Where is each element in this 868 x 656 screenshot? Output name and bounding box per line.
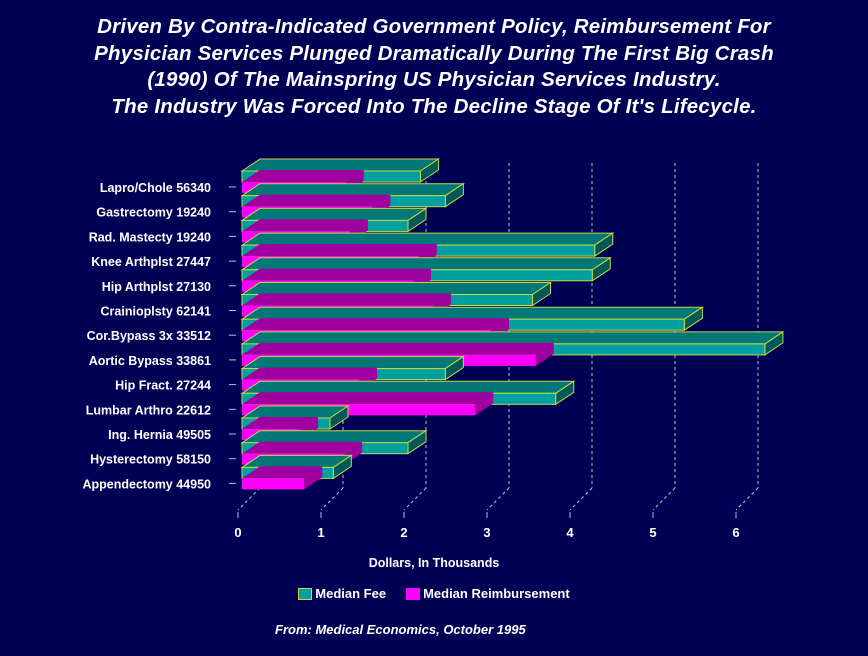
bar-median-reimbursement-top <box>242 268 431 281</box>
bar-median-reimbursement-top <box>242 318 509 331</box>
legend-swatch-median-fee <box>298 587 313 600</box>
bar-median-reimbursement-front <box>242 404 476 416</box>
bar-median-reimbursement-top <box>242 244 437 257</box>
category-label: Hysterectomy 58150 <box>90 453 211 467</box>
source-note: From: Medical Economics, October 1995 <box>275 622 526 637</box>
gridline-floor <box>735 487 759 511</box>
chart-title: Driven By Contra-Indicated Government Po… <box>0 14 868 120</box>
category-label: Cor.Bypass 3x 33512 <box>87 329 211 343</box>
x-tick-label: 3 <box>483 525 490 540</box>
bar-median-fee-top <box>240 306 705 320</box>
bar-median-reimbursement-front <box>242 478 305 490</box>
x-axis-title: Dollars, In Thousands <box>368 556 500 570</box>
x-axis-ticks: 0 1 2 3 4 5 6 <box>234 512 740 540</box>
legend-item-median-fee: Median Fee <box>298 586 386 601</box>
category-label: Gastrectomy 19240 <box>96 206 211 220</box>
x-tick-label: 2 <box>400 525 407 540</box>
category-label: Knee Arthplst 27447 <box>91 255 211 269</box>
category-label: Lapro/Chole 56340 <box>100 181 211 195</box>
title-line-4: The Industry Was Forced Into The Decline… <box>111 94 757 118</box>
category-labels: Lapro/Chole 56340 Gastrectomy 19240 Rad. M… <box>82 181 236 491</box>
bar-median-reimbursement-top <box>242 367 378 380</box>
bar-median-reimbursement-top <box>242 392 494 405</box>
gridline-floor <box>403 487 427 511</box>
bar-median-reimbursement-top <box>242 293 451 306</box>
title-line-3: (1990) Of The Mainspring US Physician Se… <box>147 68 721 91</box>
gridline-floor <box>320 487 344 511</box>
bar-median-fee-top <box>240 331 785 345</box>
x-tick-label: 5 <box>649 525 656 540</box>
bar-median-fee-top <box>240 158 441 172</box>
category-label: Rad. Mastecty 19240 <box>89 230 211 244</box>
category-label: Ing. Hernia 49505 <box>108 428 211 442</box>
legend-label-median-reimbursement: Median Reimbursement <box>423 586 570 601</box>
category-label: Hip Fract. 27244 <box>115 379 211 393</box>
x-tick-label: 6 <box>732 525 739 540</box>
gridline-floor <box>237 487 261 511</box>
bar-median-reimbursement-top <box>242 194 391 207</box>
bar-median-fee-top <box>240 454 353 468</box>
category-label: Lumbar Arthro 22612 <box>86 403 211 417</box>
bar-median-reimbursement-top <box>242 441 363 454</box>
category-label: Hip Arthplst 27130 <box>102 280 211 294</box>
title-line-1: Driven By Contra-Indicated Government Po… <box>97 15 771 38</box>
bar-median-fee-top <box>240 430 428 444</box>
bar-median-reimbursement-top <box>242 219 368 232</box>
legend-label-median-fee: Median Fee <box>315 586 387 601</box>
category-label: Crainioplsty 62141 <box>101 305 212 319</box>
bar-median-reimbursement-top <box>242 466 323 479</box>
bar-median-reimbursement-side <box>535 342 554 366</box>
bar-median-reimbursement <box>242 392 494 416</box>
gridline-floor <box>486 487 510 511</box>
bar-median-reimbursement-top <box>242 170 364 182</box>
title-line-2: Physician Services Plunged Dramatically … <box>94 41 774 65</box>
gridline-floor <box>652 487 676 511</box>
bar-median-fee-top <box>240 183 466 197</box>
category-label: Appendectomy 44950 <box>82 477 211 491</box>
category-label: Aortic Bypass 33861 <box>89 354 211 368</box>
bar-median-fee-top <box>240 380 576 394</box>
bar-median-reimbursement-side <box>304 466 323 490</box>
legend: Median Fee Median Reimbursement <box>0 586 868 601</box>
bar-median-fee-top <box>240 207 428 221</box>
bars <box>240 158 785 490</box>
bar-median-fee-top <box>240 282 553 295</box>
bar-median-reimbursement-top <box>242 342 554 355</box>
x-tick-label: 0 <box>234 525 241 540</box>
x-tick-label: 1 <box>317 525 324 540</box>
gridline-floor <box>569 487 593 511</box>
bar-median-reimbursement-side <box>475 392 494 416</box>
x-tick-label: 4 <box>566 525 574 540</box>
bar-median-fee-top <box>240 257 612 271</box>
bar-median-reimbursement-top <box>242 417 319 429</box>
bar-median-fee-top <box>240 356 466 370</box>
legend-item-median-reimbursement: Median Reimbursement <box>406 586 570 601</box>
bar-median-fee-top <box>240 232 615 246</box>
legend-swatch-median-reimbursement <box>406 587 421 600</box>
bar-median-reimbursement <box>242 466 323 490</box>
